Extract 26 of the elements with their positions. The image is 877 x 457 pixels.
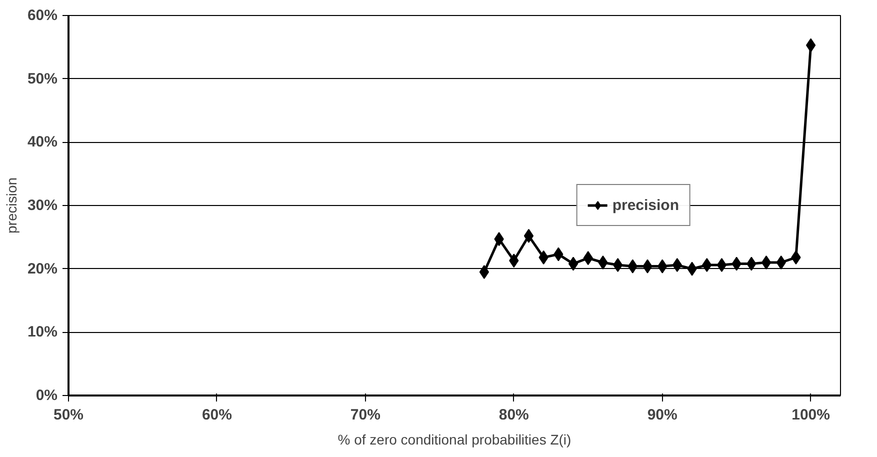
x-tick-label: 60% [202, 406, 232, 424]
y-tick-label: 0% [36, 387, 58, 404]
point [761, 256, 772, 270]
point [806, 38, 816, 52]
point [568, 256, 578, 271]
x-tick-label: 70% [350, 406, 380, 424]
x-tick-label: 90% [647, 406, 678, 424]
y-tick-label: 20% [27, 260, 58, 278]
x-tick-label: 50% [53, 406, 84, 424]
x-axis-title: % of zero conditional probabilities Z(i) [338, 432, 572, 448]
point [612, 258, 623, 272]
point [479, 265, 490, 279]
legend-label: precision [612, 196, 679, 214]
y-tick-label: 40% [27, 134, 58, 151]
y-tick-label: 50% [27, 70, 58, 88]
point [524, 228, 534, 243]
y-tick-label: 30% [27, 197, 58, 214]
x-tick-label: 100% [792, 406, 830, 424]
y-tick-label: 60% [27, 7, 58, 24]
y-tick-label: 10% [27, 324, 58, 341]
point [776, 256, 786, 270]
y-axis-title: precision [3, 177, 20, 234]
point [716, 258, 727, 272]
x-tick-label: 80% [498, 406, 529, 424]
point [672, 258, 682, 272]
point [598, 256, 608, 270]
